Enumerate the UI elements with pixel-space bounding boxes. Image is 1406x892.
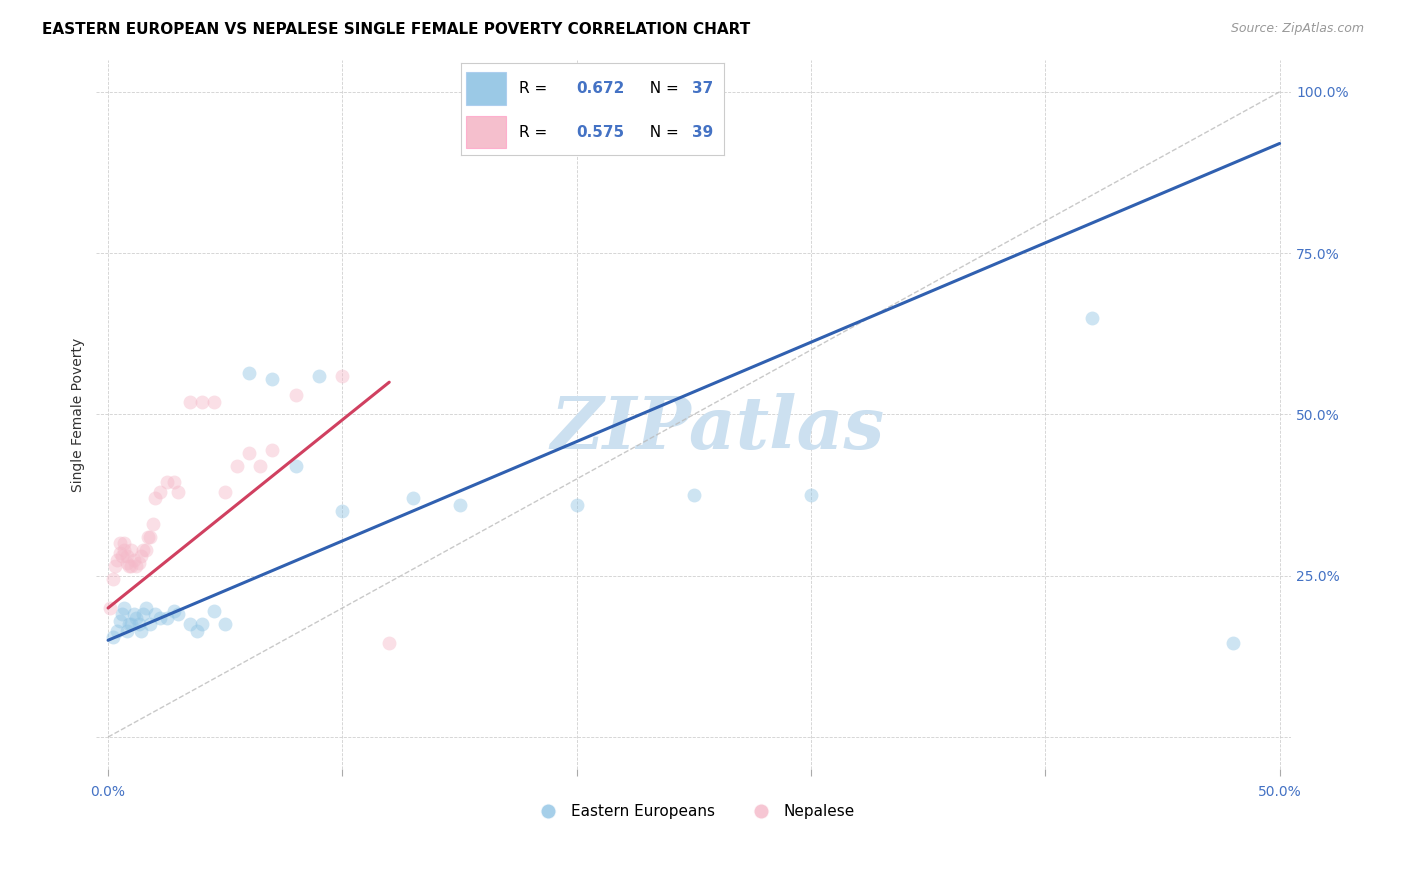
Point	[108, 536, 131, 550]
Point	[262, 442, 284, 457]
Point	[179, 617, 201, 632]
Point	[121, 559, 143, 574]
Point	[249, 458, 271, 473]
Point	[1081, 310, 1104, 325]
Point	[107, 552, 129, 566]
Point	[191, 394, 214, 409]
Point	[332, 504, 354, 518]
Point	[1222, 636, 1244, 650]
Point	[135, 601, 157, 615]
Point	[163, 475, 186, 490]
Point	[186, 624, 208, 638]
Point	[214, 617, 236, 632]
Point	[179, 394, 201, 409]
Point	[128, 617, 150, 632]
Point	[143, 607, 166, 622]
Point	[262, 372, 284, 386]
Point	[122, 607, 145, 622]
Point	[167, 607, 190, 622]
Point	[135, 543, 157, 558]
Text: EASTERN EUROPEAN VS NEPALESE SINGLE FEMALE POVERTY CORRELATION CHART: EASTERN EUROPEAN VS NEPALESE SINGLE FEMA…	[42, 22, 751, 37]
Point	[128, 556, 150, 570]
Point	[682, 488, 704, 502]
Point	[142, 517, 165, 532]
Point	[139, 617, 162, 632]
Point	[115, 549, 138, 564]
Point	[108, 546, 131, 560]
Y-axis label: Single Female Poverty: Single Female Poverty	[72, 337, 86, 491]
Point	[125, 559, 148, 574]
Point	[238, 446, 260, 460]
Point	[114, 536, 136, 550]
Point	[238, 366, 260, 380]
Text: Source: ZipAtlas.com: Source: ZipAtlas.com	[1230, 22, 1364, 36]
Point	[402, 491, 425, 506]
Point	[101, 572, 124, 586]
Legend: Eastern Europeans, Nepalese: Eastern Europeans, Nepalese	[527, 798, 860, 825]
Point	[156, 475, 179, 490]
Text: ZIPatlas: ZIPatlas	[551, 393, 884, 464]
Point	[149, 484, 172, 499]
Point	[143, 491, 166, 506]
Point	[104, 559, 127, 574]
Point	[202, 394, 225, 409]
Point	[114, 601, 136, 615]
Point	[125, 610, 148, 624]
Point	[121, 543, 143, 558]
Point	[191, 617, 214, 632]
Point	[149, 610, 172, 624]
Point	[139, 530, 162, 544]
Point	[163, 604, 186, 618]
Point	[214, 484, 236, 499]
Point	[132, 607, 155, 622]
Point	[122, 552, 145, 566]
Point	[378, 636, 401, 650]
Point	[308, 368, 330, 383]
Point	[284, 388, 307, 402]
Point	[129, 549, 152, 564]
Point	[226, 458, 249, 473]
Point	[132, 543, 155, 558]
Point	[202, 604, 225, 618]
Point	[800, 488, 823, 502]
Point	[115, 556, 138, 570]
Point	[114, 543, 136, 558]
Point	[108, 614, 131, 628]
Point	[100, 601, 122, 615]
Point	[129, 624, 152, 638]
Point	[115, 624, 138, 638]
Point	[121, 617, 143, 632]
Point	[156, 610, 179, 624]
Point	[118, 559, 141, 574]
Point	[101, 630, 124, 644]
Point	[449, 498, 471, 512]
Point	[332, 368, 354, 383]
Point	[118, 617, 141, 632]
Point	[111, 549, 134, 564]
Point	[565, 498, 588, 512]
Point	[136, 530, 159, 544]
Point	[107, 624, 129, 638]
Point	[284, 458, 307, 473]
Point	[167, 484, 190, 499]
Point	[111, 607, 134, 622]
